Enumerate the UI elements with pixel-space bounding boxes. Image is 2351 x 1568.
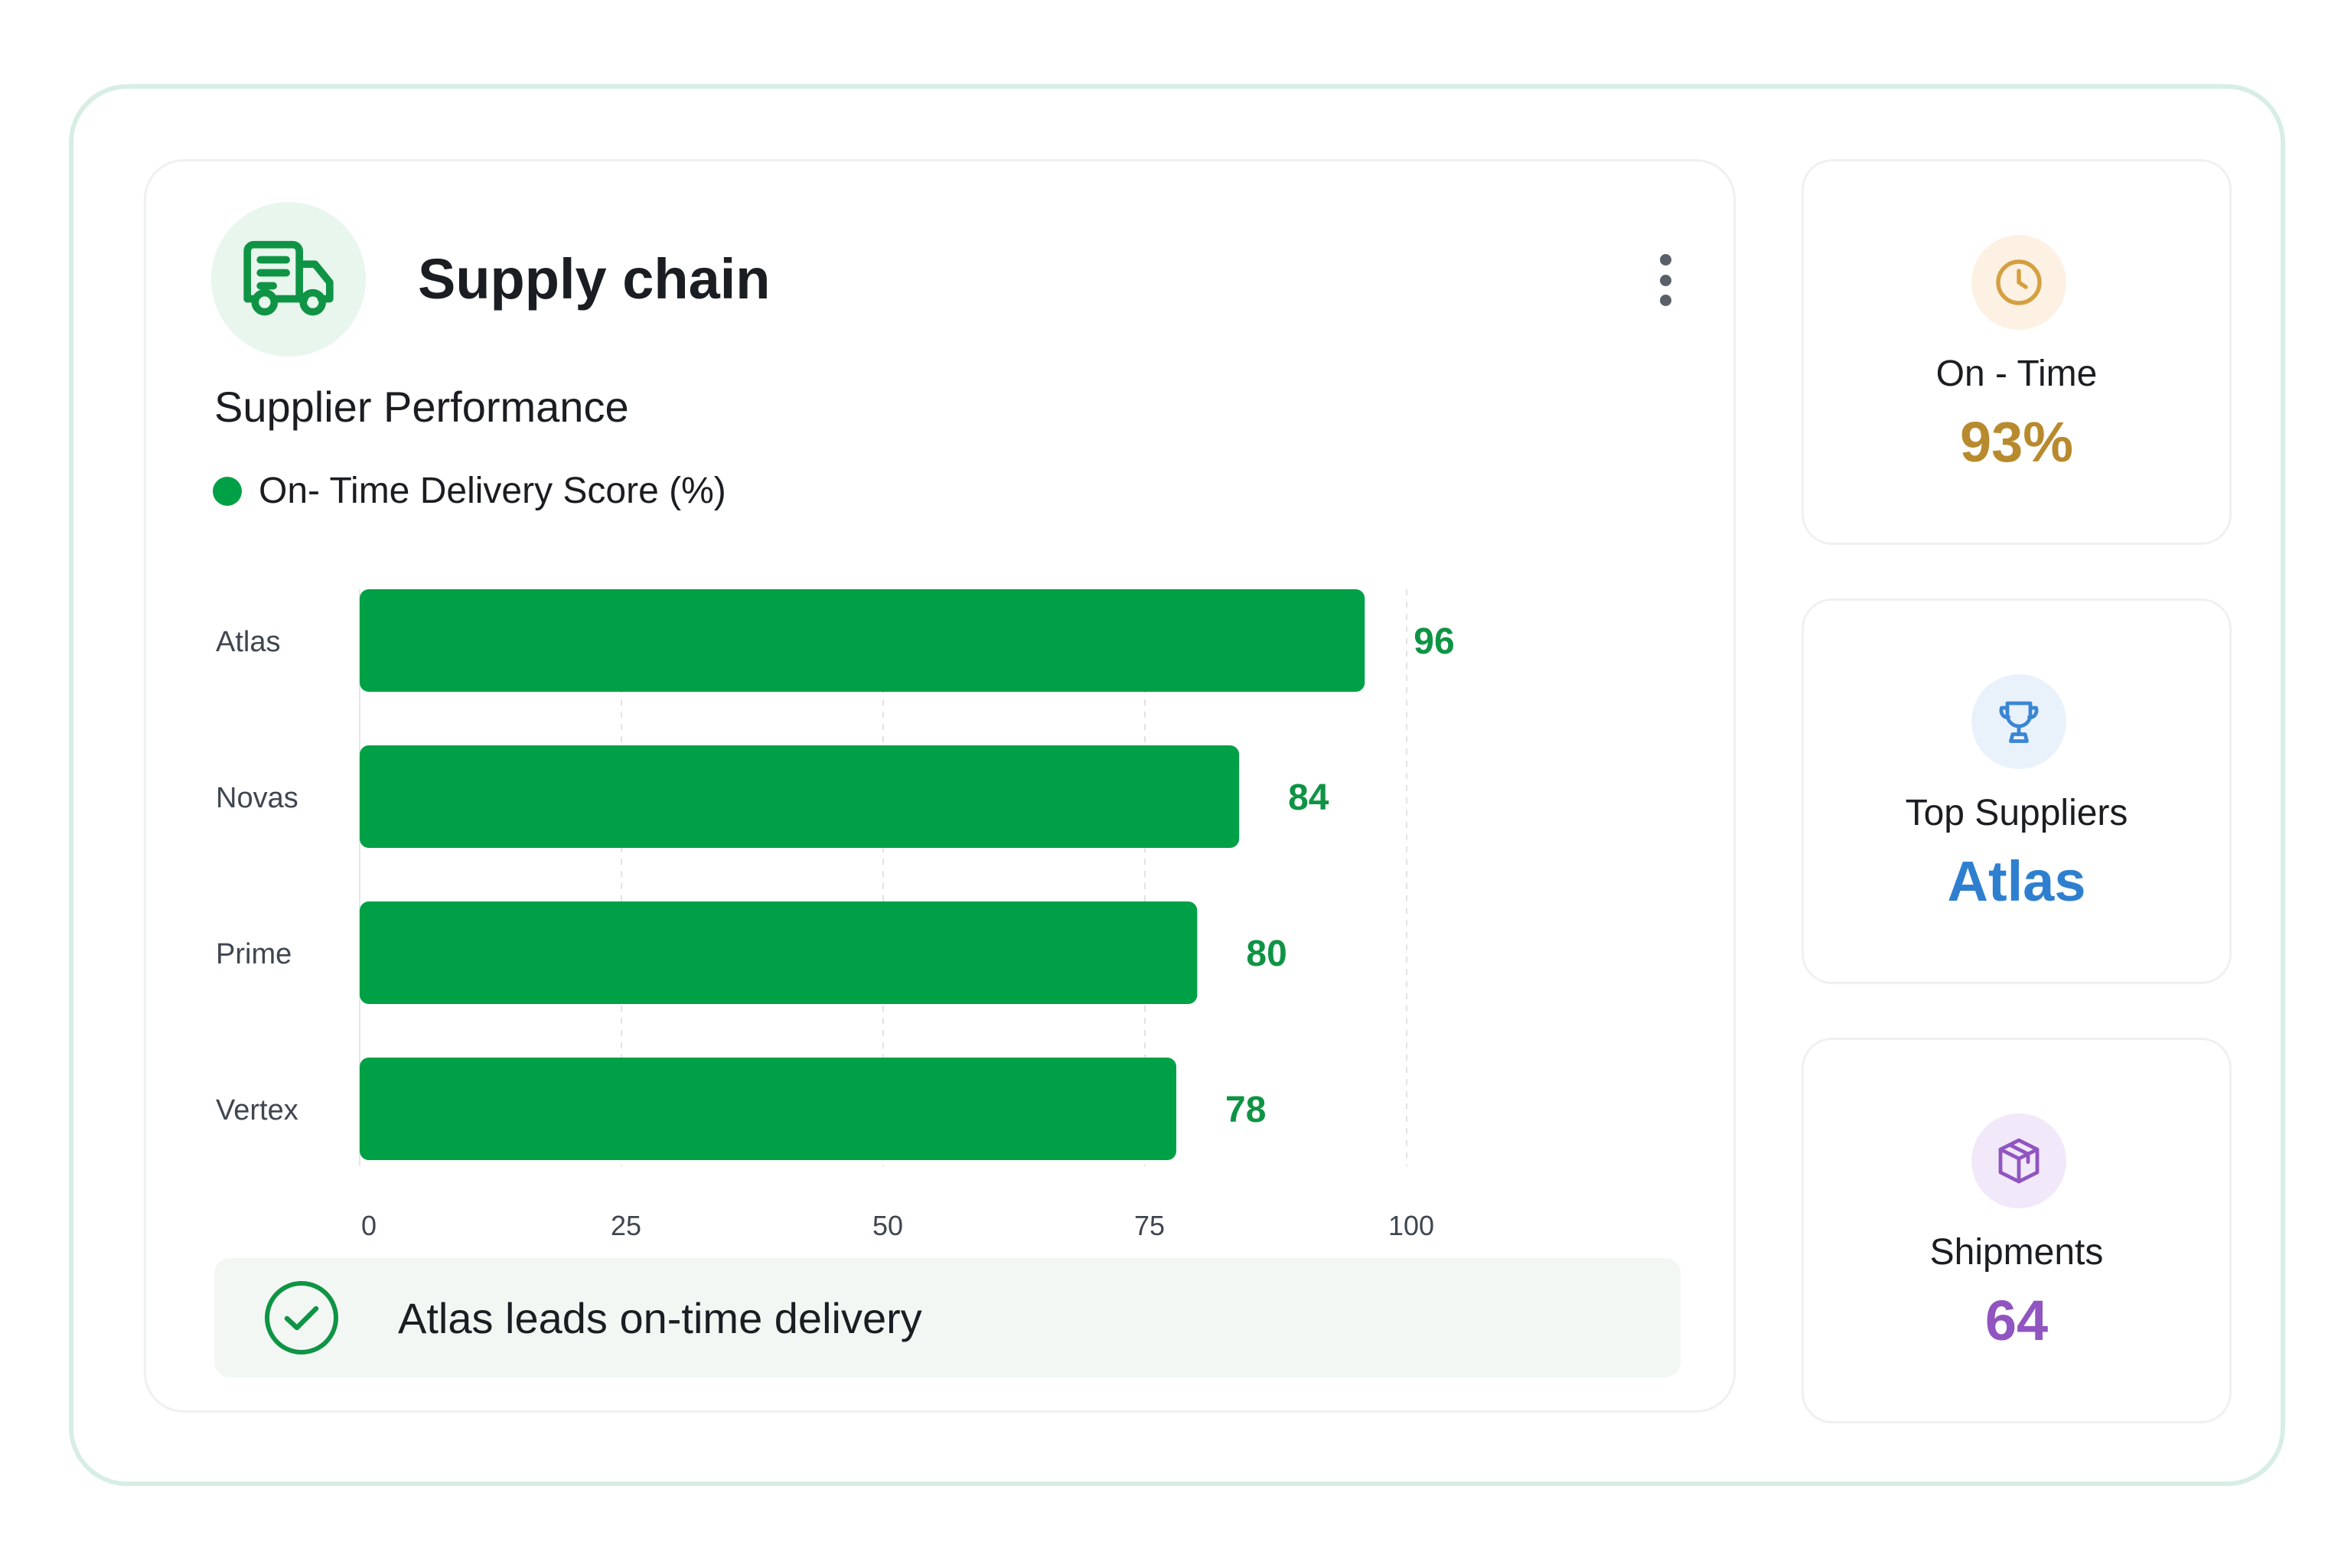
stat-value: 64 <box>1984 1289 2049 1352</box>
stat-label: Top Suppliers <box>1905 793 2128 833</box>
stat-label: Shipments <box>1929 1232 2104 1273</box>
x-tick-label: 25 <box>611 1210 641 1241</box>
stat-label: On - Time <box>1935 354 2098 394</box>
stat-icon-badge <box>1971 235 2066 330</box>
trophy-icon <box>1999 701 2039 743</box>
box-icon <box>1998 1138 2040 1184</box>
stat-icon-badge <box>1971 1113 2066 1208</box>
chart-legend: On- Time Delivery Score (%) <box>213 468 726 514</box>
category-label: Atlas <box>216 626 280 658</box>
category-label: Prime <box>216 938 292 970</box>
stat-card-shipments[interactable]: Shipments 64 <box>1802 1038 2232 1423</box>
truck-icon <box>243 240 334 316</box>
more-vertical-icon[interactable] <box>1647 249 1684 311</box>
x-tick-label: 100 <box>1388 1210 1434 1241</box>
bar-prime <box>360 901 1198 1004</box>
bar-atlas <box>360 589 1365 692</box>
value-label: 96 <box>1414 621 1454 662</box>
legend-label: On- Time Delivery Score (%) <box>259 471 726 511</box>
check-circle-icon <box>265 1281 338 1354</box>
category-label: Vertex <box>216 1094 298 1126</box>
legend-swatch <box>213 477 242 506</box>
clock-icon <box>1996 259 2042 305</box>
stat-icon-badge <box>1971 674 2066 769</box>
stat-card-top-suppliers[interactable]: Top Suppliers Atlas <box>1802 598 2232 984</box>
chart-subtitle: Supplier Performance <box>214 383 629 431</box>
stat-value: 93% <box>1959 410 2074 474</box>
x-tick-label: 50 <box>872 1210 903 1241</box>
category-label: Novas <box>216 782 298 814</box>
value-label: 80 <box>1246 934 1286 974</box>
x-tick-label: 0 <box>361 1210 377 1241</box>
value-label: 84 <box>1288 777 1329 818</box>
value-label: 78 <box>1225 1090 1266 1130</box>
header-icon-badge <box>211 202 366 357</box>
x-tick-label: 75 <box>1134 1210 1165 1241</box>
page-title: Supply chain <box>418 247 771 311</box>
stat-card-on-time[interactable]: On - Time 93% <box>1802 159 2232 545</box>
bar-novas <box>360 745 1240 848</box>
bar-vertex <box>360 1058 1177 1160</box>
insight-banner: Atlas leads on-time delivery <box>214 1258 1681 1377</box>
stat-value: Atlas <box>1947 849 2086 913</box>
insight-text: Atlas leads on-time delivery <box>398 1294 922 1342</box>
